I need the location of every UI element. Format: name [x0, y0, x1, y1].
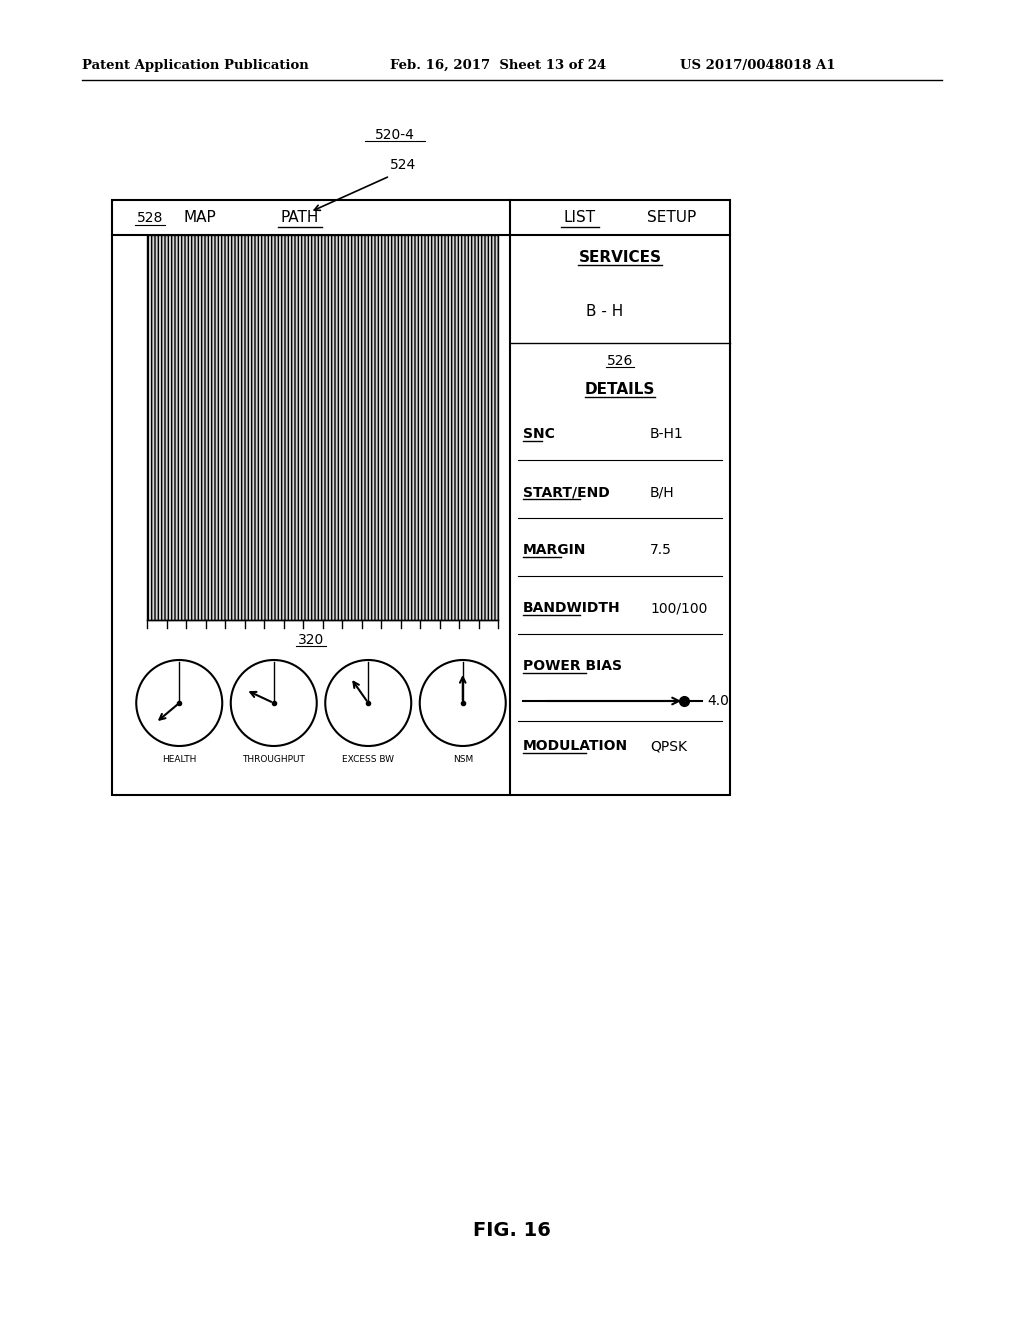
- Text: 4.0: 4.0: [707, 694, 729, 708]
- Circle shape: [420, 660, 506, 746]
- Text: FIG. 16: FIG. 16: [473, 1221, 551, 1239]
- Circle shape: [326, 660, 412, 746]
- Text: Feb. 16, 2017  Sheet 13 of 24: Feb. 16, 2017 Sheet 13 of 24: [390, 58, 606, 71]
- Text: HEALTH: HEALTH: [162, 755, 197, 763]
- Text: B/H: B/H: [650, 484, 675, 499]
- Bar: [147, 235, 498, 620]
- Bar: [112, 201, 730, 795]
- Text: B-H1: B-H1: [650, 426, 684, 441]
- Text: QPSK: QPSK: [650, 739, 687, 752]
- Circle shape: [230, 660, 316, 746]
- Text: US 2017/0048018 A1: US 2017/0048018 A1: [680, 58, 836, 71]
- Text: THROUGHPUT: THROUGHPUT: [243, 755, 305, 763]
- Text: NSM: NSM: [453, 755, 473, 763]
- Text: MARGIN: MARGIN: [523, 543, 587, 557]
- Text: 520-4: 520-4: [375, 128, 415, 143]
- Text: 320: 320: [298, 634, 325, 647]
- Text: LIST: LIST: [564, 210, 596, 224]
- Text: 526: 526: [607, 354, 633, 368]
- Text: 100/100: 100/100: [650, 601, 708, 615]
- Text: 528: 528: [137, 210, 163, 224]
- Text: Patent Application Publication: Patent Application Publication: [82, 58, 309, 71]
- Text: 524: 524: [390, 158, 416, 172]
- Circle shape: [136, 660, 222, 746]
- Text: 7.5: 7.5: [650, 543, 672, 557]
- Text: DETAILS: DETAILS: [585, 381, 655, 396]
- Text: PATH: PATH: [281, 210, 319, 224]
- Text: B - H: B - H: [587, 305, 624, 319]
- Text: EXCESS BW: EXCESS BW: [342, 755, 394, 763]
- Text: BANDWIDTH: BANDWIDTH: [523, 601, 621, 615]
- Text: START/END: START/END: [523, 484, 609, 499]
- Text: SETUP: SETUP: [647, 210, 696, 224]
- Text: SNC: SNC: [523, 426, 555, 441]
- Text: POWER BIAS: POWER BIAS: [523, 659, 622, 673]
- Text: MODULATION: MODULATION: [523, 739, 628, 752]
- Text: SERVICES: SERVICES: [579, 249, 662, 264]
- Text: MAP: MAP: [183, 210, 216, 224]
